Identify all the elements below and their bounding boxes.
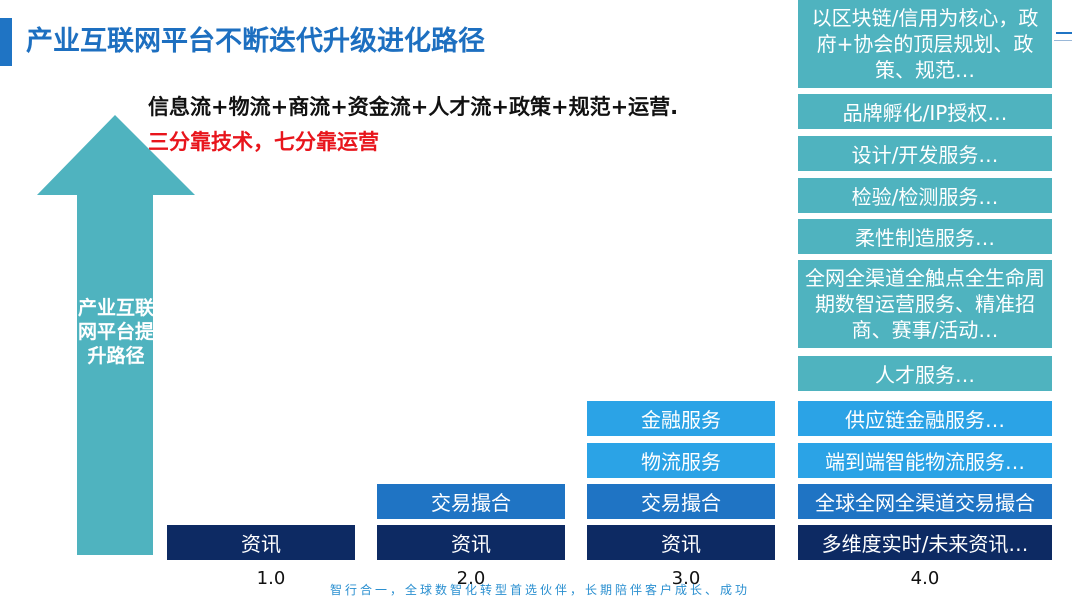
arrow-label: 产业互联网平台提升路径 (78, 297, 155, 367)
stage-4-box-manufacturing: 柔性制造服务… (798, 219, 1052, 254)
stage-2-box-info: 资讯 (377, 525, 565, 560)
headline-text: 信息流+物流+商流+资金流+人才流+政策+规范+运营. (148, 95, 679, 119)
stage-3-version: 3.0 (671, 568, 701, 589)
stage-4-box-design: 设计/开发服务… (798, 136, 1052, 171)
logo-icon (1054, 32, 1072, 41)
stage-4-box-info: 多维度实时/未来资讯… (798, 525, 1052, 560)
stage-3-box-info: 资讯 (587, 525, 775, 560)
stage-4-box-inspection: 检验/检测服务… (798, 178, 1052, 213)
stage-4-box-trade: 全球全网全渠道交易撮合 (798, 484, 1052, 519)
up-arrow-icon (37, 115, 195, 555)
stage-4-box-logistics: 端到端智能物流服务… (798, 443, 1052, 478)
stage-4-version: 4.0 (910, 568, 940, 589)
stage-4-box-talent: 人才服务… (798, 356, 1052, 391)
stage-3-box-trade: 交易撮合 (587, 484, 775, 519)
stage-1-version: 1.0 (256, 568, 286, 589)
stage-4-box-operations: 全网全渠道全触点全生命周期数智运营服务、精准招商、赛事/活动… (798, 260, 1052, 348)
stage-4-box-supply-finance: 供应链金融服务… (798, 401, 1052, 436)
stage-4-box-blockchain: 以区块链/信用为核心，政府+协会的顶层规划、政策、规范… (798, 0, 1052, 88)
subline-text: 三分靠技术，七分靠运营 (148, 130, 379, 154)
stage-2-box-trade: 交易撮合 (377, 484, 565, 519)
stage-3-box-logistics: 物流服务 (587, 443, 775, 478)
stage-4-box-brand: 品牌孵化/IP授权… (798, 94, 1052, 129)
title-accent-bar (0, 18, 12, 66)
stage-3-box-finance: 金融服务 (587, 401, 775, 436)
stage-2-version: 2.0 (456, 568, 486, 589)
page-title: 产业互联网平台不断迭代升级进化路径 (26, 26, 485, 57)
stage-1-box-info: 资讯 (167, 525, 355, 560)
footer-slogan: 智行合一，全球数智化转型首选伙伴，长期陪伴客户成长、成功 (329, 583, 750, 597)
